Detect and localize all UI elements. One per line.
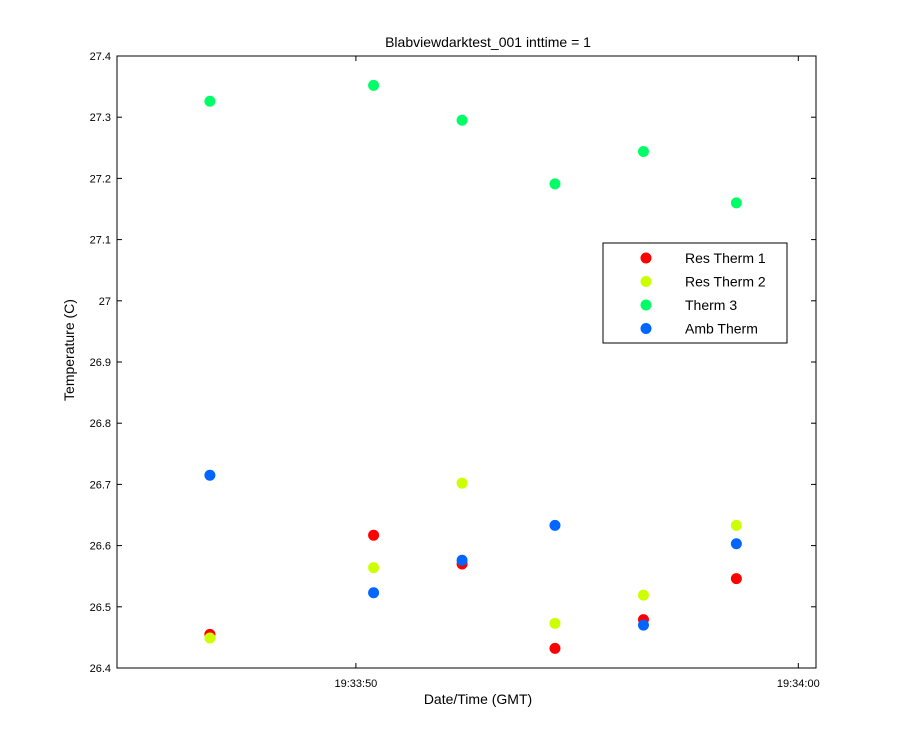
x-axis-label: Date/Time (GMT) <box>424 691 532 707</box>
legend-marker-therm-3 <box>640 299 652 311</box>
point-amb-therm <box>368 587 380 599</box>
y-tick-label: 27.3 <box>90 112 111 124</box>
y-tick-label: 27 <box>99 296 111 308</box>
point-res-therm-2 <box>204 632 216 644</box>
point-therm-3 <box>549 178 561 190</box>
point-res-therm-2 <box>368 562 380 574</box>
point-amb-therm <box>456 554 468 566</box>
point-res-therm-2 <box>730 519 742 531</box>
y-tick-label: 26.6 <box>90 541 111 553</box>
y-axis-ticks: 26.4 26.5 26.6 26.7 26.8 26.9 27 27.1 27.2 27.3 27… <box>90 51 816 675</box>
legend: Res Therm 1 Res Therm 2 Therm 3 Amb Therm <box>602 242 788 344</box>
point-therm-3 <box>204 95 216 107</box>
x-tick-label: 19:33:50 <box>334 678 377 690</box>
legend-marker-res-therm-1 <box>640 252 652 264</box>
point-therm-3 <box>368 79 380 91</box>
point-res-therm-2 <box>456 477 468 489</box>
point-res-therm-1 <box>368 529 380 541</box>
legend-box <box>602 242 788 344</box>
point-res-therm-2 <box>637 589 649 601</box>
point-amb-therm <box>730 538 742 550</box>
point-amb-therm <box>204 469 216 481</box>
y-tick-label: 27.1 <box>90 235 111 247</box>
legend-marker-amb-therm <box>640 323 652 334</box>
legend-marker-res-therm-2 <box>640 276 652 287</box>
y-tick-label: 26.7 <box>90 479 111 491</box>
legend-label-res-therm-2: Res Therm 2 <box>685 274 766 290</box>
point-amb-therm <box>637 619 649 631</box>
y-axis-label: Temperature (C) <box>61 299 77 401</box>
point-res-therm-1 <box>549 642 561 654</box>
y-tick-label: 26.9 <box>90 357 111 369</box>
point-res-therm-1 <box>730 573 742 585</box>
data-points <box>204 79 742 654</box>
point-therm-3 <box>637 145 649 157</box>
y-tick-label: 26.4 <box>90 663 111 675</box>
legend-label-res-therm-1: Res Therm 1 <box>685 250 766 266</box>
point-res-therm-2 <box>549 617 561 629</box>
y-tick-label: 26.5 <box>90 602 111 614</box>
chart-title: Blabviewdarktest_001 inttime = 1 <box>385 34 591 50</box>
plot-area <box>116 55 817 669</box>
y-tick-label: 27.4 <box>90 51 111 63</box>
legend-label-therm-3: Therm 3 <box>685 297 737 313</box>
point-therm-3 <box>456 114 468 126</box>
y-tick-label: 26.8 <box>90 418 111 430</box>
x-axis-ticks: 19:33:50 19:34:00 <box>334 56 820 690</box>
point-therm-3 <box>730 197 742 209</box>
legend-label-amb-therm: Amb Therm <box>685 321 758 337</box>
x-tick-label: 19:34:00 <box>777 678 820 690</box>
point-amb-therm <box>549 519 561 531</box>
y-tick-label: 27.2 <box>90 173 111 185</box>
